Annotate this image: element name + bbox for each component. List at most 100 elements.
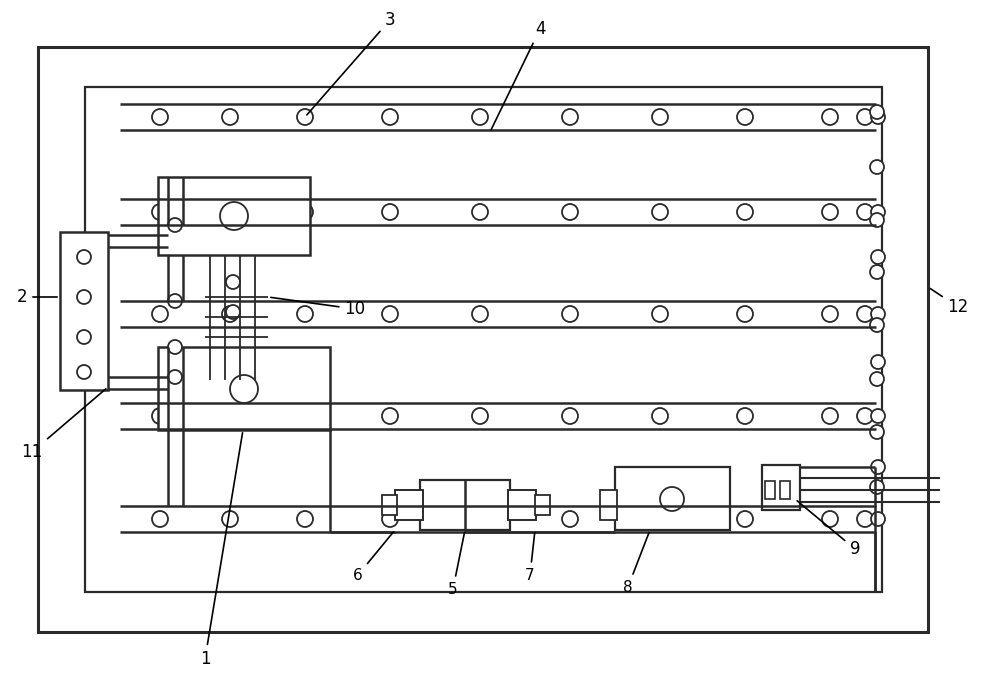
Text: 2: 2 <box>17 288 57 306</box>
Text: 9: 9 <box>797 501 860 558</box>
Circle shape <box>871 355 885 369</box>
Circle shape <box>222 511 238 527</box>
Text: 1: 1 <box>200 433 243 668</box>
Circle shape <box>77 330 91 344</box>
Circle shape <box>822 306 838 322</box>
Text: 7: 7 <box>525 532 535 583</box>
Circle shape <box>297 204 313 220</box>
Circle shape <box>472 511 488 527</box>
Circle shape <box>857 109 873 125</box>
Circle shape <box>152 204 168 220</box>
Text: 5: 5 <box>448 532 464 596</box>
Circle shape <box>737 204 753 220</box>
Circle shape <box>222 109 238 125</box>
Bar <box>765 481 775 499</box>
Circle shape <box>857 204 873 220</box>
Circle shape <box>382 511 398 527</box>
Circle shape <box>152 408 168 424</box>
Circle shape <box>562 109 578 125</box>
Circle shape <box>857 306 873 322</box>
Circle shape <box>652 306 668 322</box>
Circle shape <box>660 487 684 511</box>
Circle shape <box>737 306 753 322</box>
Circle shape <box>152 109 168 125</box>
Circle shape <box>168 370 182 384</box>
Circle shape <box>220 202 248 230</box>
Circle shape <box>562 204 578 220</box>
Circle shape <box>382 408 398 424</box>
Text: 6: 6 <box>353 532 393 583</box>
Circle shape <box>871 250 885 264</box>
Circle shape <box>871 307 885 321</box>
Bar <box>382 495 397 515</box>
Text: 3: 3 <box>307 11 395 115</box>
Circle shape <box>871 110 885 124</box>
Circle shape <box>472 109 488 125</box>
Circle shape <box>472 306 488 322</box>
Circle shape <box>652 408 668 424</box>
Circle shape <box>382 204 398 220</box>
Bar <box>420 480 510 530</box>
Circle shape <box>297 408 313 424</box>
Circle shape <box>472 408 488 424</box>
Bar <box>38 47 928 632</box>
Circle shape <box>77 290 91 304</box>
Circle shape <box>857 511 873 527</box>
Circle shape <box>870 425 884 439</box>
Circle shape <box>871 460 885 474</box>
Bar <box>85 87 882 592</box>
Circle shape <box>737 511 753 527</box>
Circle shape <box>152 511 168 527</box>
Circle shape <box>382 306 398 322</box>
Text: 4: 4 <box>491 20 545 130</box>
Circle shape <box>472 204 488 220</box>
Circle shape <box>168 218 182 232</box>
Circle shape <box>870 213 884 227</box>
Circle shape <box>870 105 884 119</box>
Circle shape <box>297 306 313 322</box>
Bar <box>60 232 108 390</box>
Circle shape <box>871 205 885 219</box>
Circle shape <box>857 408 873 424</box>
Circle shape <box>822 109 838 125</box>
Text: 10: 10 <box>271 297 366 318</box>
Text: 8: 8 <box>623 532 649 594</box>
Circle shape <box>652 109 668 125</box>
Circle shape <box>382 109 398 125</box>
Circle shape <box>77 365 91 379</box>
Circle shape <box>226 275 240 289</box>
Circle shape <box>297 109 313 125</box>
Bar <box>600 490 617 520</box>
Circle shape <box>870 480 884 494</box>
Text: 12: 12 <box>930 289 969 316</box>
Bar <box>762 465 800 510</box>
Circle shape <box>562 511 578 527</box>
Circle shape <box>737 408 753 424</box>
Circle shape <box>870 372 884 386</box>
Circle shape <box>222 408 238 424</box>
Circle shape <box>822 511 838 527</box>
Bar <box>508 490 536 520</box>
Circle shape <box>652 511 668 527</box>
Circle shape <box>297 511 313 527</box>
Circle shape <box>230 375 258 403</box>
Circle shape <box>871 512 885 526</box>
Circle shape <box>562 408 578 424</box>
Circle shape <box>822 408 838 424</box>
Circle shape <box>226 305 240 319</box>
Circle shape <box>737 109 753 125</box>
Bar <box>615 467 730 530</box>
Circle shape <box>77 250 91 264</box>
Bar <box>780 481 790 499</box>
Circle shape <box>871 409 885 423</box>
Circle shape <box>222 204 238 220</box>
Circle shape <box>822 204 838 220</box>
Circle shape <box>562 306 578 322</box>
Bar <box>535 495 550 515</box>
Text: 11: 11 <box>21 389 106 461</box>
Circle shape <box>168 294 182 308</box>
Bar <box>158 177 310 255</box>
Bar <box>158 347 330 430</box>
Circle shape <box>870 265 884 279</box>
Circle shape <box>652 204 668 220</box>
